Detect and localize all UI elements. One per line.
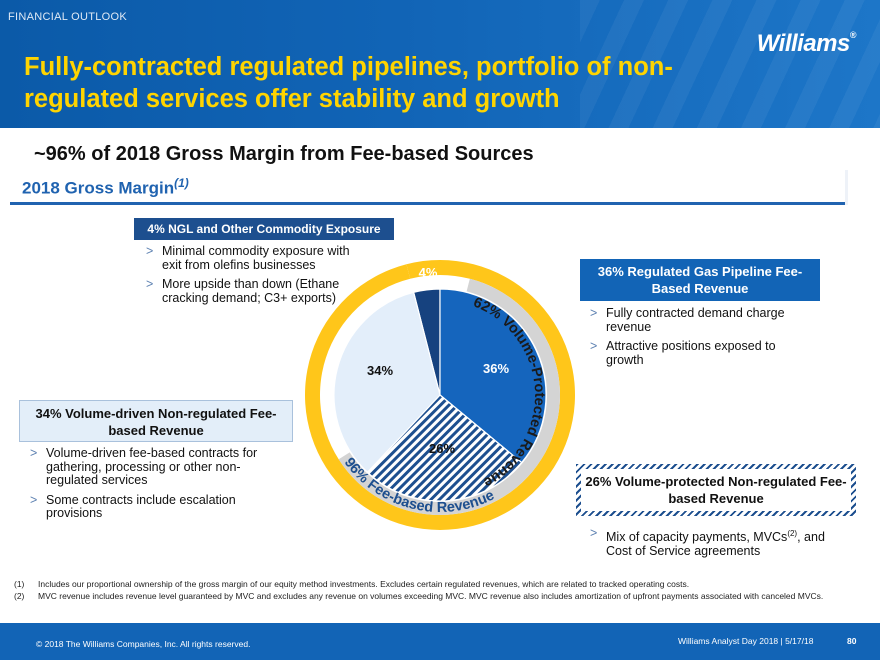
bullet-marker: > (146, 277, 154, 291)
footnote-number: (2) (14, 590, 25, 601)
bullet-item: > Fully contracted demand charge revenue (590, 306, 800, 334)
header-banner: FINANCIAL OUTLOOK Williams® Fully-contra… (0, 0, 880, 128)
bullet-text: Some contracts include escalation provis… (46, 492, 236, 520)
bullet-text: Volume-driven fee-based contracts for ga… (46, 446, 258, 487)
bullet-item: > Minimal commodity exposure with exit fr… (146, 244, 366, 272)
slice-volume-driven (333, 291, 441, 474)
header-decoration (580, 0, 880, 128)
bullet-text-start: Mix of capacity payments, MVCs (606, 530, 788, 545)
slice-label: 34% (367, 363, 393, 378)
volume-protected-callout: 26% Volume-protected Non-regulated Fee-b… (576, 464, 856, 516)
bullet-text: Minimal commodity exposure with exit fro… (162, 244, 350, 272)
bullet-item: > More upside than down (Ethane cracking … (146, 277, 366, 305)
bullet-item: > Mix of capacity payments, MVCs(2), and … (590, 526, 850, 558)
bullet-marker: > (590, 306, 598, 320)
bullet-marker: > (590, 339, 598, 353)
logo-text: Williams (756, 30, 851, 57)
slice-label: 26% (429, 441, 455, 456)
ngl-bullet-list: > Minimal commodity exposure with exit fr… (146, 244, 366, 311)
bullet-item: > Volume-driven fee-based contracts for g… (30, 446, 280, 488)
bullet-marker: > (30, 446, 38, 460)
company-logo: Williams® (756, 30, 857, 58)
ngl-callout-heading: 4% NGL and Other Commodity Exposure (134, 218, 394, 240)
bullet-text: More upside than down (Ethane cracking d… (162, 277, 340, 305)
bullet-item: > Attractive positions exposed to growth (590, 339, 800, 367)
bullet-text: Mix of capacity payments, MVCs(2), and C… (606, 529, 825, 558)
page-title: Fully-contracted regulated pipelines, po… (24, 53, 673, 113)
footnote-ref-2: (2) (787, 529, 798, 538)
bullet-text: Fully contracted demand charge revenue (606, 306, 785, 334)
footnote-2: (2) MVC revenue includes revenue level gu… (14, 591, 864, 602)
footnote-ref-1: (1) (174, 176, 189, 190)
footnote-1: (1) Includes our proportional ownership o… (14, 579, 864, 590)
bullet-item: > Some contracts include escalation provi… (30, 492, 280, 521)
section-divider (10, 202, 848, 205)
chart-title: 2018 Gross Margin(1) (22, 176, 189, 199)
slice-label: 36% (483, 361, 509, 376)
section-divider-end (845, 170, 848, 205)
footnote-text: MVC revenue includes revenue level guara… (38, 590, 824, 601)
chart-title-text: 2018 Gross Margin (22, 178, 175, 198)
gross-margin-pie-chart: 4%36%26%34%62% Volume-Protected Revenue9… (304, 260, 575, 530)
volume-driven-callout-heading: 34% Volume-driven Non-regulated Fee-base… (19, 400, 293, 442)
volume-protected-bullet-list: > Mix of capacity payments, MVCs(2), and … (590, 526, 850, 564)
footnotes: (1) Includes our proportional ownership o… (14, 579, 864, 602)
volume-driven-bullet-list: > Volume-driven fee-based contracts for g… (30, 446, 280, 527)
slice-label: 4% (419, 265, 438, 280)
footnote-number: (1) (14, 579, 25, 589)
section-label: FINANCIAL OUTLOOK (8, 11, 127, 23)
subheading: ~96% of 2018 Gross Margin from Fee-based… (34, 143, 534, 165)
footnote-text: Includes our proportional ownership of t… (38, 579, 690, 589)
volume-protected-callout-heading: 26% Volume-protected Non-regulated Fee-b… (581, 469, 851, 511)
footer-bar: © 2018 The Williams Companies, Inc. All … (0, 623, 880, 660)
bullet-marker: > (590, 526, 598, 540)
bullet-text-end: , and Cost of Service agreements (606, 530, 825, 558)
logo-registered-mark: ® (849, 30, 857, 40)
slice-regulated-pipeline (439, 288, 547, 464)
bullet-marker: > (30, 492, 38, 507)
bullet-marker: > (146, 244, 154, 258)
slice-volume-protected (366, 394, 523, 502)
copyright: © 2018 The Williams Companies, Inc. All … (36, 639, 251, 649)
regulated-bullet-list: > Fully contracted demand charge revenue … (590, 306, 800, 373)
event-date: Williams Analyst Day 2018 | 5/17/18 (678, 636, 814, 646)
bullet-text: Attractive positions exposed to growth (606, 339, 776, 367)
pie-layer: 4%36%26%34%62% Volume-Protected Revenue9… (304, 260, 575, 530)
page-number: 80 (847, 636, 857, 646)
regulated-callout-heading: 36% Regulated Gas Pipeline Fee-Based Rev… (580, 259, 820, 301)
ring-fee-based-remainder (406, 260, 440, 279)
